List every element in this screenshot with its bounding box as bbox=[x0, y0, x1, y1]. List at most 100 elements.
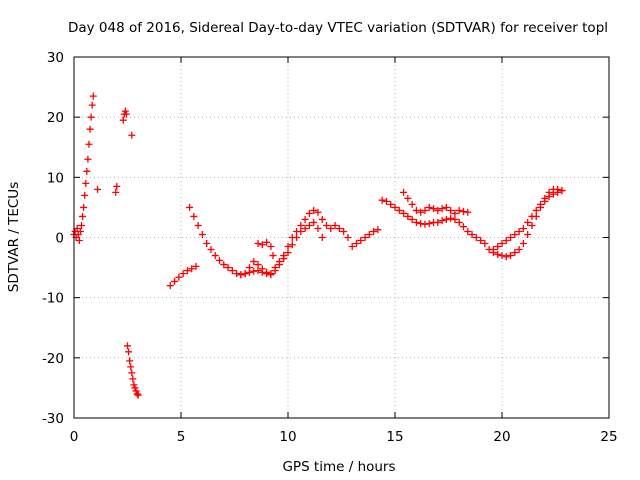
data-point bbox=[284, 249, 292, 257]
data-point bbox=[237, 271, 245, 279]
data-point bbox=[472, 234, 480, 241]
data-point bbox=[537, 200, 545, 208]
data-point bbox=[305, 209, 313, 217]
data-point bbox=[335, 224, 343, 232]
x-tick-label: 10 bbox=[279, 429, 296, 445]
data-point bbox=[233, 270, 241, 278]
segment-c-early-drop bbox=[124, 342, 142, 399]
data-point bbox=[404, 194, 412, 202]
data-point bbox=[192, 262, 200, 270]
y-axis-label: SDTVAR / TECUs bbox=[6, 182, 22, 292]
data-point bbox=[76, 227, 84, 235]
data-point bbox=[171, 277, 179, 285]
data-point bbox=[545, 188, 553, 196]
data-point bbox=[447, 214, 455, 222]
grid-lines bbox=[74, 57, 609, 418]
data-point bbox=[391, 203, 399, 211]
x-tick-label: 15 bbox=[386, 429, 403, 445]
data-point bbox=[284, 243, 292, 251]
data-point bbox=[250, 258, 258, 266]
segment-f-lower-track bbox=[237, 218, 326, 279]
data-point bbox=[119, 116, 127, 124]
data-point bbox=[73, 224, 81, 232]
data-point bbox=[121, 107, 129, 115]
data-point bbox=[404, 212, 412, 220]
data-point bbox=[254, 240, 262, 248]
data-point bbox=[314, 224, 322, 232]
data-point bbox=[425, 203, 433, 211]
data-point bbox=[179, 270, 187, 278]
data-point bbox=[451, 215, 459, 223]
data-point bbox=[455, 206, 463, 214]
data-point bbox=[241, 270, 249, 278]
data-point bbox=[81, 191, 89, 199]
data-point bbox=[352, 240, 360, 248]
data-point bbox=[489, 246, 497, 254]
data-point bbox=[412, 218, 420, 226]
data-point bbox=[481, 240, 489, 248]
data-point bbox=[331, 221, 339, 229]
data-point bbox=[374, 226, 382, 234]
data-point bbox=[421, 206, 429, 214]
data-point bbox=[82, 179, 90, 187]
data-point bbox=[86, 125, 94, 133]
data-point bbox=[131, 384, 139, 392]
y-tick-label: -20 bbox=[42, 351, 64, 367]
data-point bbox=[305, 221, 313, 229]
data-point bbox=[280, 255, 288, 263]
data-point bbox=[245, 268, 253, 276]
y-tick-label: 20 bbox=[47, 110, 64, 126]
data-point bbox=[188, 265, 196, 273]
data-point bbox=[124, 342, 131, 350]
y-tick-label: 30 bbox=[47, 50, 64, 66]
data-point bbox=[434, 206, 442, 214]
data-point bbox=[263, 238, 271, 246]
data-point bbox=[129, 375, 137, 383]
data-point bbox=[498, 240, 506, 248]
data-point bbox=[125, 348, 133, 356]
data-point bbox=[519, 240, 527, 248]
plot-frame bbox=[73, 56, 610, 419]
data-point bbox=[128, 131, 136, 139]
data-point bbox=[511, 249, 519, 257]
data-point bbox=[507, 252, 515, 260]
y-tick-label: 10 bbox=[47, 170, 64, 186]
data-point bbox=[258, 241, 266, 249]
data-point bbox=[288, 241, 296, 249]
data-point bbox=[434, 218, 442, 226]
data-point bbox=[198, 230, 206, 238]
data-point bbox=[318, 234, 326, 241]
data-point bbox=[84, 155, 92, 163]
data-point bbox=[254, 267, 262, 275]
data-point bbox=[515, 246, 523, 254]
data-point bbox=[455, 218, 463, 226]
data-point bbox=[94, 185, 102, 193]
data-point bbox=[365, 230, 373, 238]
data-point bbox=[477, 237, 485, 245]
data-point bbox=[293, 234, 301, 241]
data-point bbox=[442, 215, 450, 223]
data-point bbox=[511, 230, 519, 238]
data-point bbox=[494, 243, 502, 251]
data-point bbox=[79, 212, 87, 220]
x-tick-label: 5 bbox=[177, 429, 186, 445]
data-point bbox=[464, 227, 472, 235]
data-point bbox=[297, 221, 305, 229]
segment-i-evening-lower bbox=[400, 185, 566, 254]
data-point bbox=[301, 215, 309, 223]
data-point bbox=[541, 194, 549, 202]
data-point bbox=[275, 261, 283, 269]
data-point bbox=[528, 212, 536, 220]
data-point bbox=[451, 209, 459, 217]
data-point bbox=[382, 197, 390, 205]
y-tick-label: 0 bbox=[55, 231, 64, 247]
data-point bbox=[408, 200, 416, 208]
segment-b-scattered bbox=[94, 107, 136, 196]
data-point bbox=[323, 221, 331, 229]
data-point bbox=[207, 246, 215, 254]
data-point bbox=[89, 92, 97, 100]
data-point bbox=[301, 224, 309, 232]
data-point bbox=[459, 223, 467, 231]
data-point bbox=[357, 237, 365, 245]
